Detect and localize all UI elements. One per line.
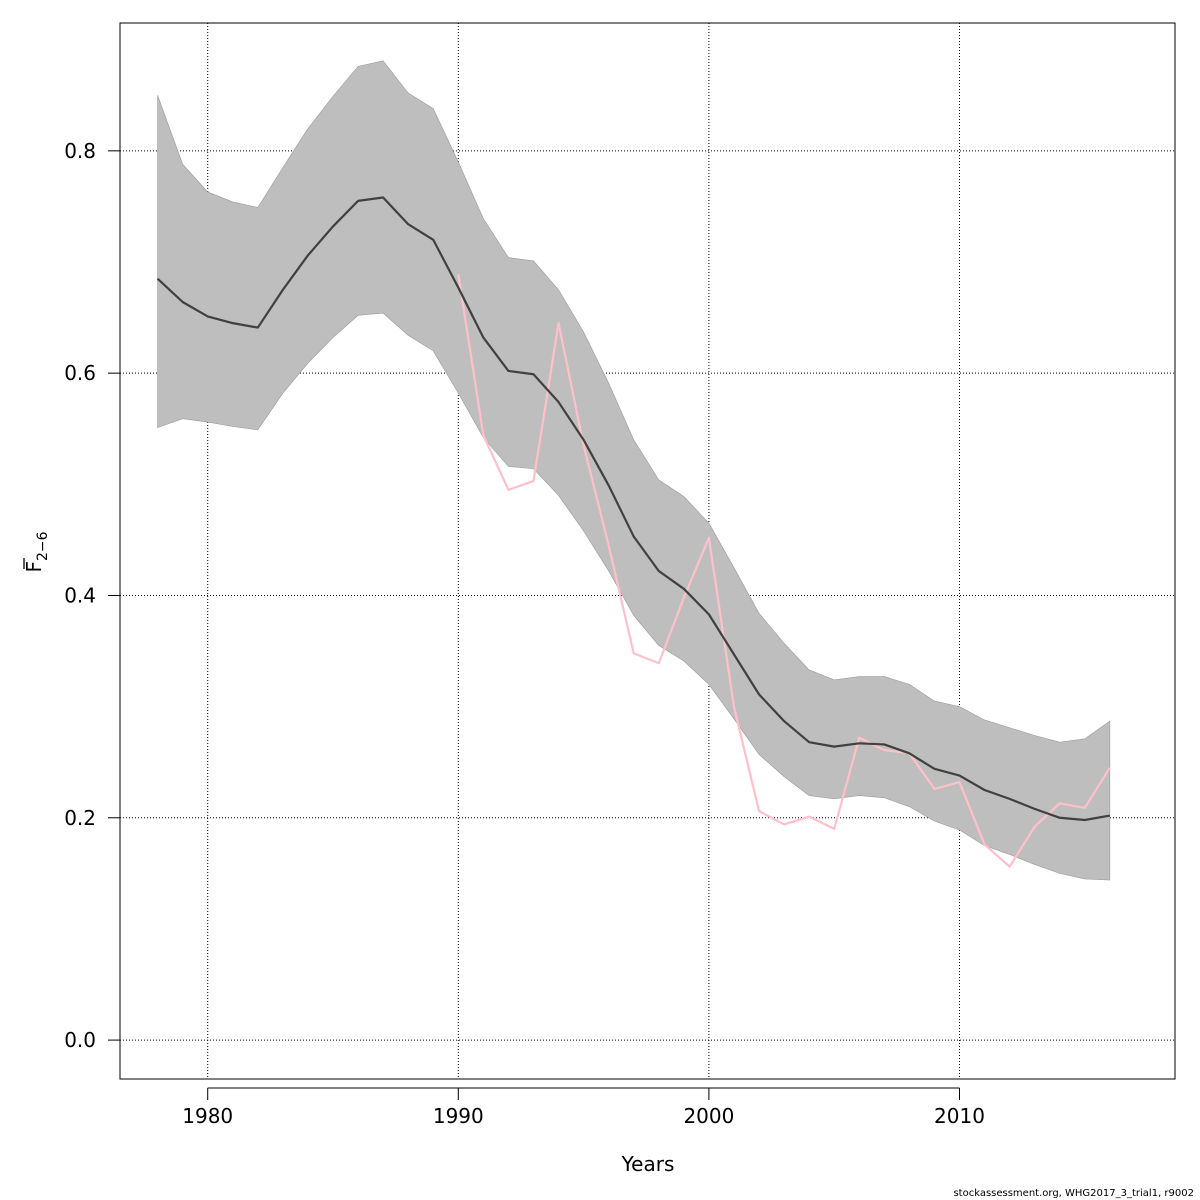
y-tick-label: 0.0 bbox=[64, 1028, 96, 1052]
y-axis-title: F2−6 bbox=[22, 531, 51, 572]
svg-text:F2−6: F2−6 bbox=[22, 531, 51, 572]
y-tick-label: 0.2 bbox=[64, 806, 96, 830]
observed-series-line bbox=[457, 274, 1111, 868]
y-axis-title-subscript: 2−6 bbox=[35, 531, 51, 561]
x-tick-label: 1980 bbox=[182, 1104, 233, 1128]
y-axis-title-base: F bbox=[22, 561, 46, 573]
series-lines bbox=[156, 196, 1111, 868]
y-tick-label: 0.6 bbox=[64, 361, 96, 385]
confidence-band bbox=[157, 60, 1111, 881]
credit-text: stockassessment.org, WHG2017_3_trial1, r… bbox=[953, 1188, 1194, 1199]
estimate-series-line bbox=[156, 196, 1111, 822]
x-tick-label: 2000 bbox=[683, 1104, 734, 1128]
y-axis: 0.0 0.2 0.4 0.6 0.8 bbox=[64, 139, 120, 1052]
y-tick-label: 0.4 bbox=[64, 583, 96, 607]
x-axis: 1980 1990 2000 2010 bbox=[182, 1087, 985, 1128]
x-tick-label: 1990 bbox=[433, 1104, 484, 1128]
plot-frame bbox=[119, 22, 1176, 1080]
confidence-band-layer bbox=[157, 60, 1111, 881]
x-tick-label: 2010 bbox=[934, 1104, 985, 1128]
x-axis-title: Years bbox=[621, 1152, 675, 1176]
y-tick-label: 0.8 bbox=[64, 139, 96, 163]
